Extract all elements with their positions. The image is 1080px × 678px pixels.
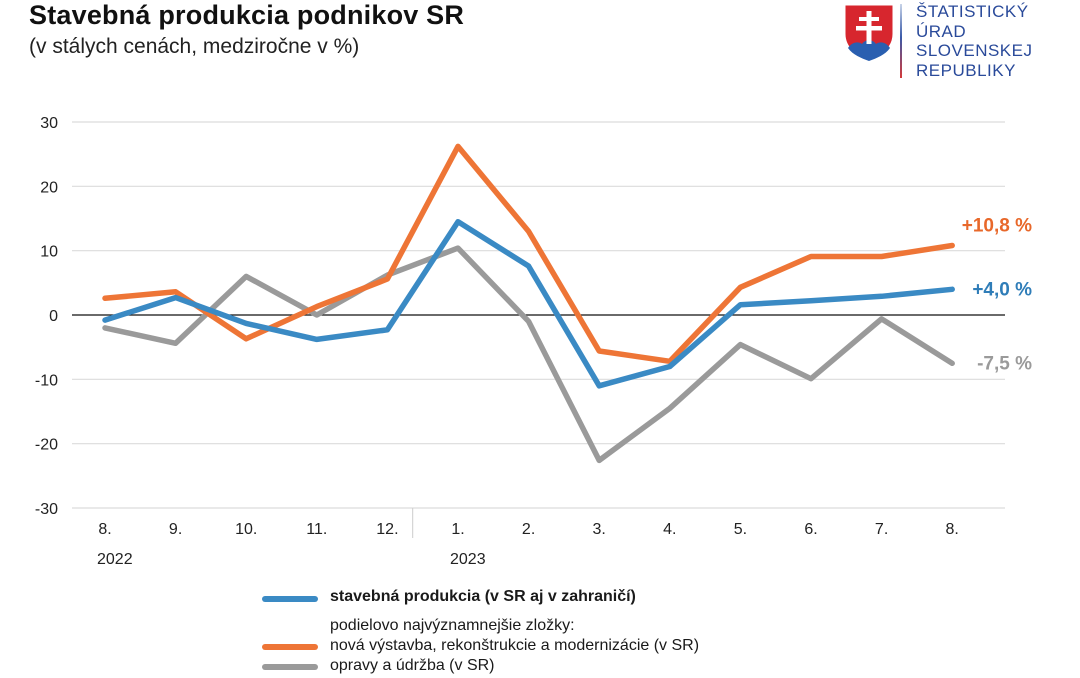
x-axis-ticks: 8. 9. 10. 11. 12. 1. 2. 3. 4. 5. 6. 7. 8. 2022 2023 (97, 521, 959, 568)
year-label: 2022 (97, 551, 133, 568)
x-tick-label: 12. (376, 521, 398, 538)
x-tick-label: 9. (169, 521, 182, 538)
legend-swatch-orange (262, 644, 318, 650)
series-line-2 (105, 248, 952, 460)
x-tick-label: 5. (734, 521, 747, 538)
end-labels: +4,0 % +10,8 % -7,5 % (962, 216, 1032, 375)
y-tick-label: -30 (35, 501, 58, 518)
x-tick-label: 7. (875, 521, 888, 538)
x-tick-label: 8. (946, 521, 959, 538)
y-tick-label: -20 (35, 437, 58, 454)
x-tick-label: 2. (522, 521, 535, 538)
series-line-0 (105, 222, 952, 386)
y-axis-ticks: 30 20 10 0 -10 -20 -30 (35, 115, 58, 518)
y-tick-label: 30 (40, 115, 58, 132)
legend-label: opravy a údržba (v SR) (330, 657, 495, 675)
end-value-label: +10,8 % (962, 216, 1032, 237)
y-tick-label: 0 (49, 308, 58, 325)
legend-label: nová výstavba, rekonštrukcie a modernizá… (330, 637, 699, 655)
legend-label: stavebná produkcia (v SR aj v zahraničí) (330, 588, 636, 606)
y-tick-label: 10 (40, 244, 58, 261)
legend-swatch-gray (262, 664, 318, 670)
x-tick-label: 4. (663, 521, 676, 538)
legend-heading-label: podielovo najvýznamnejšie zložky: (330, 617, 575, 635)
line-chart: 30 20 10 0 -10 -20 -30 8. 9. 10. 11. 12. 1. 2. 3. 4. 5.… (0, 0, 1080, 590)
legend-swatch-blue (262, 596, 318, 602)
series-lines (105, 146, 952, 460)
y-tick-label: -10 (35, 372, 58, 389)
x-tick-label: 8. (98, 521, 111, 538)
year-label: 2023 (450, 551, 486, 568)
x-tick-label: 6. (804, 521, 817, 538)
end-value-label: +4,0 % (972, 279, 1032, 300)
x-tick-label: 1. (451, 521, 464, 538)
series-line-1 (105, 146, 952, 361)
x-tick-label: 3. (593, 521, 606, 538)
y-tick-label: 20 (40, 179, 58, 196)
x-tick-label: 11. (306, 521, 327, 538)
x-tick-label: 10. (235, 521, 257, 538)
end-value-label: -7,5 % (977, 353, 1032, 374)
